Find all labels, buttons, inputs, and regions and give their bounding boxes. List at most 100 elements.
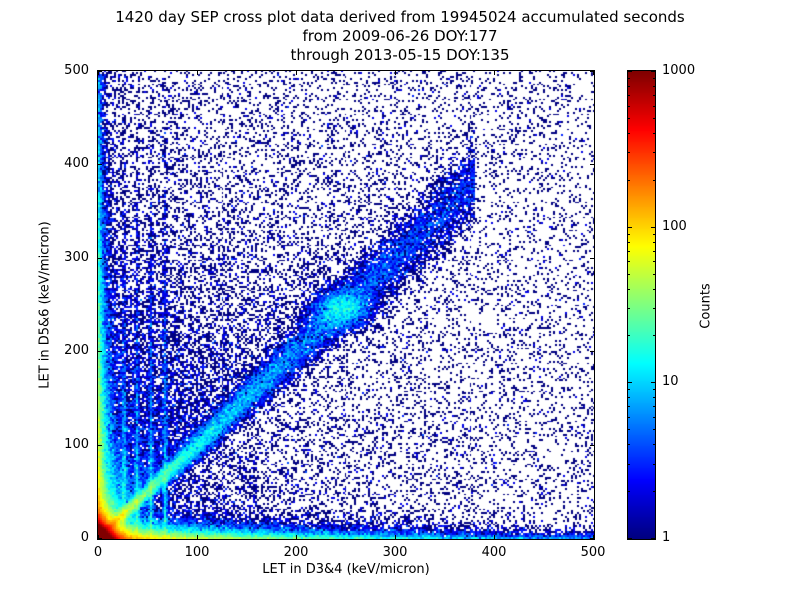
y-tick-label: 0 — [80, 530, 89, 545]
colorbar-minor-tick-mark — [628, 406, 630, 407]
colorbar-minor-tick-mark — [628, 106, 630, 107]
y-tick-mark — [590, 351, 594, 352]
x-tick-mark — [395, 71, 396, 75]
colorbar-tick-mark — [651, 382, 655, 383]
colorbar-minor-tick-mark — [628, 261, 630, 262]
colorbar-minor-tick-mark — [628, 289, 630, 290]
colorbar-minor-tick-mark — [628, 242, 630, 243]
y-tick-label: 400 — [64, 156, 89, 171]
colorbar-minor-tick-mark — [628, 429, 630, 430]
x-tick-mark — [395, 535, 396, 539]
colorbar-minor-tick-mark — [628, 180, 630, 181]
y-tick-label: 100 — [64, 437, 89, 452]
x-tick-mark — [98, 535, 99, 539]
x-tick-label: 200 — [283, 545, 309, 560]
plot-canvas — [98, 71, 594, 539]
chart-title-line-3: through 2013-05-15 DOY:135 — [290, 46, 510, 64]
x-tick-label: 300 — [382, 545, 408, 560]
x-tick-label: 0 — [93, 545, 103, 560]
colorbar-tick-mark — [628, 538, 632, 539]
colorbar-minor-tick-mark — [628, 491, 630, 492]
colorbar-minor-tick-mark — [653, 95, 655, 96]
colorbar-minor-tick-mark — [653, 397, 655, 398]
colorbar-tick-label: 1 — [662, 530, 671, 545]
y-tick-label: 200 — [64, 343, 89, 358]
colorbar-minor-tick-mark — [653, 78, 655, 79]
x-tick-label: 500 — [580, 545, 606, 560]
colorbar-ticks — [628, 71, 655, 539]
y-tick-label: 500 — [64, 63, 89, 78]
chart-title-line-2: from 2009-06-26 DOY:177 — [302, 27, 498, 45]
colorbar-tick-mark — [651, 538, 655, 539]
y-tick-mark — [98, 71, 102, 72]
colorbar-minor-tick-mark — [628, 464, 630, 465]
colorbar-minor-tick-mark — [653, 106, 655, 107]
y-axis-label: LET in D5&6 (keV/micron) — [37, 221, 53, 389]
colorbar-minor-tick-mark — [628, 234, 630, 235]
y-tick-mark — [590, 258, 594, 259]
colorbar-minor-tick-mark — [628, 308, 630, 309]
plot-ticks — [98, 71, 594, 539]
colorbar-minor-tick-mark — [653, 335, 655, 336]
colorbar — [627, 70, 656, 540]
colorbar-minor-tick-mark — [628, 95, 630, 96]
colorbar-minor-tick-mark — [653, 491, 655, 492]
y-tick-mark — [590, 71, 594, 72]
colorbar-minor-tick-mark — [653, 152, 655, 153]
colorbar-minor-tick-mark — [653, 242, 655, 243]
x-tick-mark — [296, 71, 297, 75]
colorbar-minor-tick-mark — [653, 289, 655, 290]
x-tick-mark — [197, 535, 198, 539]
y-tick-mark — [98, 351, 102, 352]
colorbar-tick-label: 10 — [662, 374, 679, 389]
x-tick-mark — [98, 71, 99, 75]
colorbar-minor-tick-mark — [653, 406, 655, 407]
y-tick-label: 300 — [64, 250, 89, 265]
colorbar-minor-tick-mark — [653, 180, 655, 181]
chart-title-line-1: 1420 day SEP cross plot data derived fro… — [115, 8, 685, 26]
colorbar-minor-tick-mark — [653, 234, 655, 235]
colorbar-minor-tick-mark — [653, 429, 655, 430]
x-axis-label: LET in D3&4 (keV/micron) — [262, 562, 430, 577]
x-tick-label: 100 — [184, 545, 210, 560]
colorbar-label: Counts — [698, 283, 714, 329]
colorbar-tick-mark — [628, 227, 632, 228]
plot-area — [97, 70, 595, 540]
colorbar-minor-tick-mark — [653, 261, 655, 262]
colorbar-minor-tick-mark — [653, 118, 655, 119]
colorbar-minor-tick-mark — [653, 86, 655, 87]
colorbar-minor-tick-mark — [628, 274, 630, 275]
colorbar-tick-mark — [628, 71, 632, 72]
colorbar-minor-tick-mark — [653, 274, 655, 275]
colorbar-tick-mark — [651, 71, 655, 72]
x-tick-mark — [494, 71, 495, 75]
y-tick-mark — [98, 445, 102, 446]
colorbar-minor-tick-mark — [628, 133, 630, 134]
x-tick-mark — [593, 535, 594, 539]
y-tick-mark — [98, 258, 102, 259]
colorbar-tick-mark — [651, 227, 655, 228]
colorbar-minor-tick-mark — [628, 397, 630, 398]
colorbar-minor-tick-mark — [653, 133, 655, 134]
colorbar-minor-tick-mark — [628, 86, 630, 87]
colorbar-minor-tick-mark — [653, 444, 655, 445]
colorbar-tick-mark — [628, 382, 632, 383]
x-tick-mark — [296, 535, 297, 539]
chart-title: 1420 day SEP cross plot data derived fro… — [0, 8, 800, 65]
y-tick-mark — [98, 538, 102, 539]
colorbar-minor-tick-mark — [628, 152, 630, 153]
x-tick-mark — [197, 71, 198, 75]
colorbar-minor-tick-mark — [653, 308, 655, 309]
colorbar-minor-tick-mark — [653, 417, 655, 418]
colorbar-tick-label: 100 — [662, 219, 687, 234]
y-tick-mark — [590, 445, 594, 446]
y-tick-mark — [590, 538, 594, 539]
colorbar-minor-tick-mark — [628, 389, 630, 390]
colorbar-minor-tick-mark — [628, 78, 630, 79]
colorbar-minor-tick-mark — [628, 335, 630, 336]
y-tick-mark — [590, 164, 594, 165]
colorbar-minor-tick-mark — [653, 389, 655, 390]
colorbar-minor-tick-mark — [628, 417, 630, 418]
y-tick-mark — [98, 164, 102, 165]
